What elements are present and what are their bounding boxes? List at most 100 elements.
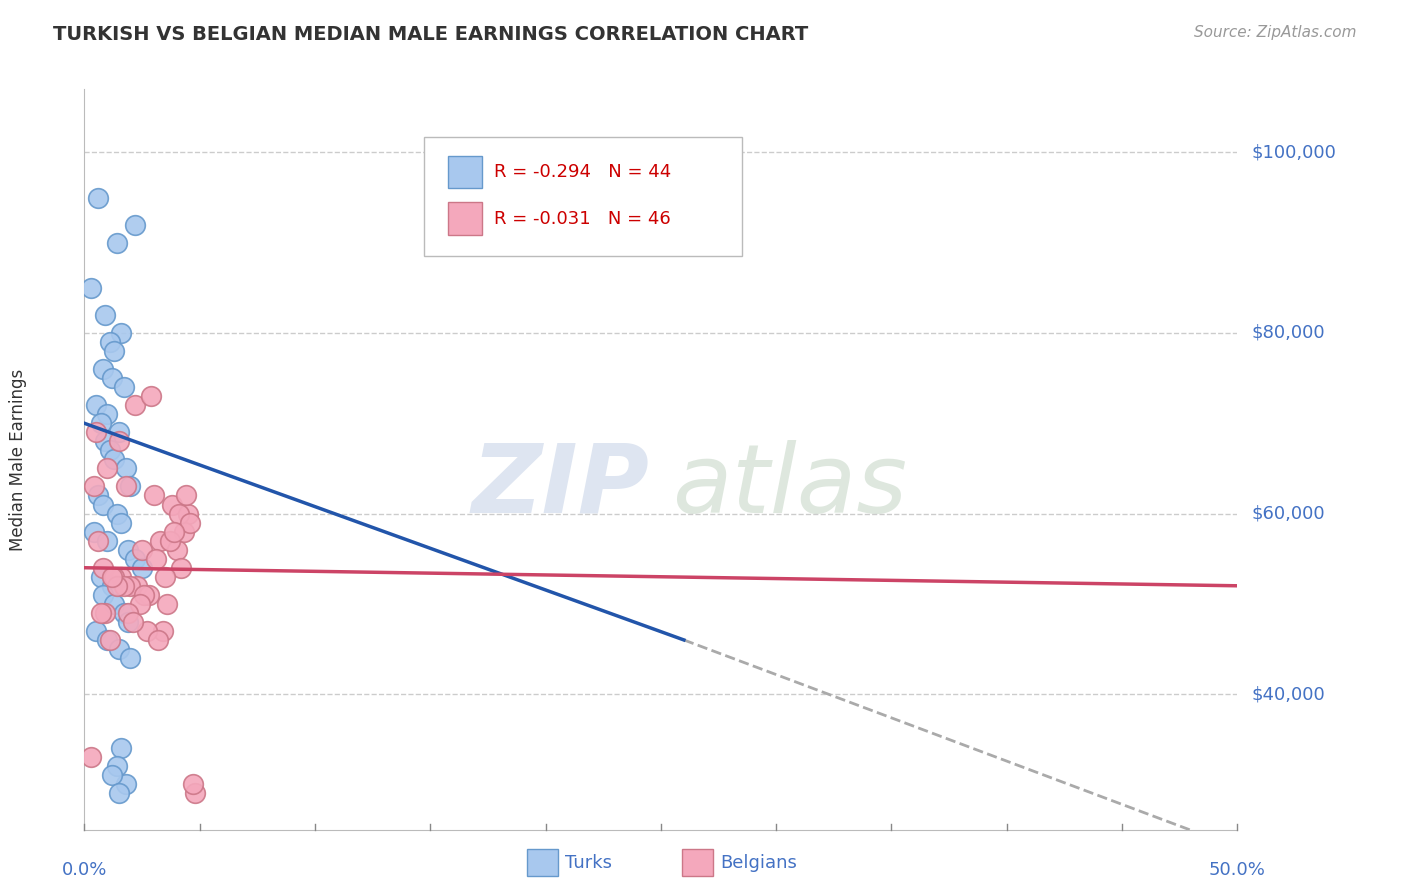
Point bbox=[120, 579, 142, 593]
Point bbox=[134, 588, 156, 602]
Point bbox=[91, 560, 114, 574]
Point bbox=[117, 615, 139, 629]
Point bbox=[87, 488, 110, 502]
Point bbox=[101, 371, 124, 385]
Point bbox=[91, 588, 114, 602]
Point bbox=[184, 787, 207, 801]
Point bbox=[174, 488, 197, 502]
Point bbox=[96, 632, 118, 647]
Point bbox=[89, 570, 111, 584]
Point bbox=[112, 579, 135, 593]
Point bbox=[146, 632, 169, 647]
Text: R = -0.031   N = 46: R = -0.031 N = 46 bbox=[494, 210, 671, 227]
FancyBboxPatch shape bbox=[447, 156, 482, 188]
Point bbox=[141, 389, 163, 403]
Point bbox=[108, 642, 131, 657]
Point bbox=[84, 425, 107, 440]
Point bbox=[91, 498, 114, 512]
Point bbox=[179, 516, 201, 530]
Point bbox=[101, 768, 124, 782]
Point bbox=[94, 434, 117, 449]
Point bbox=[170, 560, 193, 574]
Point bbox=[167, 507, 190, 521]
Point bbox=[112, 380, 135, 394]
Point bbox=[98, 632, 121, 647]
Point bbox=[124, 398, 146, 412]
Point bbox=[84, 398, 107, 412]
Point bbox=[108, 787, 131, 801]
Point bbox=[149, 533, 172, 548]
Point bbox=[105, 507, 128, 521]
Point bbox=[103, 344, 125, 359]
Point bbox=[145, 551, 167, 566]
Point bbox=[96, 407, 118, 421]
Point bbox=[131, 560, 153, 574]
Point bbox=[121, 615, 143, 629]
Point bbox=[156, 597, 179, 611]
Text: 0.0%: 0.0% bbox=[62, 861, 107, 880]
Point bbox=[98, 334, 121, 349]
Point bbox=[163, 524, 186, 539]
Point bbox=[80, 750, 103, 764]
Point bbox=[159, 533, 181, 548]
Point bbox=[87, 533, 110, 548]
Point bbox=[173, 524, 195, 539]
Point bbox=[89, 606, 111, 620]
Point bbox=[112, 606, 135, 620]
Text: TURKISH VS BELGIAN MEDIAN MALE EARNINGS CORRELATION CHART: TURKISH VS BELGIAN MEDIAN MALE EARNINGS … bbox=[53, 25, 808, 44]
Point bbox=[138, 588, 160, 602]
Point bbox=[181, 777, 204, 791]
Text: ZIP: ZIP bbox=[471, 440, 650, 533]
Point bbox=[115, 479, 138, 493]
Text: Source: ZipAtlas.com: Source: ZipAtlas.com bbox=[1194, 25, 1357, 40]
Text: Belgians: Belgians bbox=[720, 854, 797, 871]
Text: $40,000: $40,000 bbox=[1251, 685, 1324, 703]
Point bbox=[108, 425, 131, 440]
Point bbox=[135, 624, 157, 638]
Point bbox=[120, 479, 142, 493]
Point bbox=[103, 597, 125, 611]
Text: 50.0%: 50.0% bbox=[1209, 861, 1265, 880]
Text: $80,000: $80,000 bbox=[1251, 324, 1324, 342]
Text: Turks: Turks bbox=[565, 854, 612, 871]
Text: atlas: atlas bbox=[672, 440, 907, 533]
Point bbox=[101, 579, 124, 593]
Point bbox=[103, 452, 125, 467]
Point bbox=[127, 579, 149, 593]
Point bbox=[160, 498, 183, 512]
Point bbox=[83, 524, 105, 539]
Point bbox=[153, 570, 176, 584]
Text: Median Male Earnings: Median Male Earnings bbox=[8, 368, 27, 550]
Point bbox=[166, 542, 188, 557]
Point bbox=[142, 488, 165, 502]
Text: $100,000: $100,000 bbox=[1251, 144, 1336, 161]
Point bbox=[108, 434, 131, 449]
Point bbox=[124, 551, 146, 566]
Point bbox=[91, 362, 114, 376]
Point bbox=[105, 579, 128, 593]
Text: $60,000: $60,000 bbox=[1251, 505, 1324, 523]
Point bbox=[110, 516, 132, 530]
Point bbox=[105, 235, 128, 250]
Point bbox=[152, 624, 174, 638]
Point bbox=[105, 759, 128, 773]
Point bbox=[96, 461, 118, 475]
FancyBboxPatch shape bbox=[425, 137, 741, 256]
Point bbox=[117, 606, 139, 620]
Point bbox=[94, 308, 117, 322]
FancyBboxPatch shape bbox=[447, 202, 482, 235]
Point bbox=[87, 190, 110, 204]
Point bbox=[101, 570, 124, 584]
Point bbox=[115, 777, 138, 791]
Point bbox=[103, 570, 125, 584]
Point bbox=[117, 542, 139, 557]
Point bbox=[98, 443, 121, 458]
Text: R = -0.294   N = 44: R = -0.294 N = 44 bbox=[494, 163, 671, 181]
Point bbox=[89, 417, 111, 431]
Point bbox=[124, 218, 146, 232]
Point bbox=[96, 533, 118, 548]
Point bbox=[94, 606, 117, 620]
Point bbox=[110, 741, 132, 756]
Point bbox=[131, 542, 153, 557]
Point bbox=[110, 570, 132, 584]
